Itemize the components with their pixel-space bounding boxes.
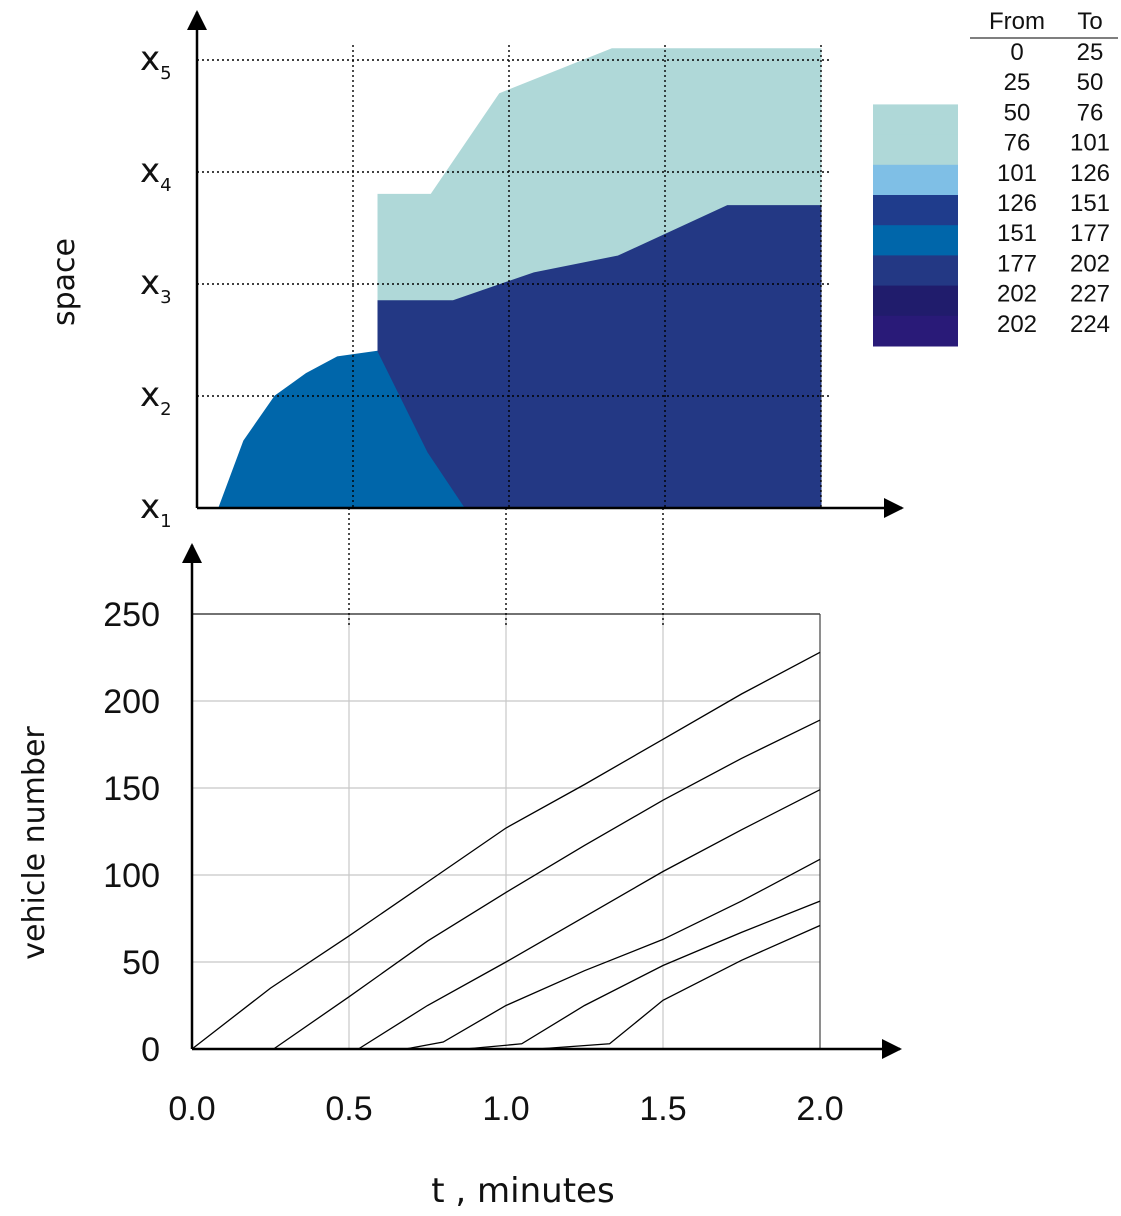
legend-from: 151: [997, 220, 1037, 247]
legend-to: 202: [1070, 250, 1110, 277]
legend-to: 101: [1070, 130, 1110, 157]
legend-swatch: [873, 285, 958, 317]
vehicle-tick-label: 200: [103, 683, 160, 721]
legend-to: 126: [1070, 160, 1110, 187]
legend-to: 227: [1070, 281, 1110, 308]
legend-from: 25: [1004, 69, 1031, 96]
time-axis-label: t , minutes: [431, 1171, 614, 1211]
space-tick-label: x3: [140, 263, 172, 308]
legend-swatch: [873, 255, 958, 287]
legend-from: 202: [997, 311, 1037, 338]
legend-from: 177: [997, 250, 1037, 277]
heatmap-regions: [218, 48, 822, 509]
time-tick-label: 2.0: [796, 1090, 843, 1128]
vehicle-ticks: 0 50 100 150 200 250: [103, 596, 160, 1069]
vehicle-curve-6: [537, 924, 821, 1050]
legend-to: 151: [1070, 190, 1110, 217]
space-tick-label: x5: [140, 39, 172, 84]
vehicle-panel: 0 50 100 150 200 250 0.0 0.5 1.0 1.5 2.0 vehicle …: [17, 508, 902, 1211]
legend-from: 50: [1004, 99, 1031, 126]
space-time-panel: x1 x2 x3 x4 x5 space: [47, 10, 904, 532]
legend-from: 0: [1010, 39, 1023, 66]
vehicle-axis-label: vehicle number: [17, 726, 52, 960]
legend-swatch: [873, 315, 958, 347]
vehicle-curve-2: [273, 719, 821, 1050]
time-tick-label: 1.0: [482, 1090, 529, 1128]
legend-to: 76: [1077, 99, 1104, 126]
legend-header-to: To: [1077, 8, 1102, 35]
legend-to: 177: [1070, 220, 1110, 247]
bottom-grid: [192, 508, 821, 1049]
legend: From To 0 25 25 50 50 76 76 101 101 126 126 151 151 1…: [873, 8, 1118, 347]
space-tick-label: x4: [140, 151, 172, 196]
legend-swatch: [873, 164, 958, 196]
legend-to: 224: [1070, 311, 1110, 338]
legend-to: 50: [1077, 69, 1104, 96]
legend-swatch: [873, 104, 958, 136]
legend-rows: 0 25 25 50 50 76 76 101 101 126 126 151 151 177 177 202…: [873, 39, 1110, 347]
vehicle-tick-label: 250: [103, 596, 160, 634]
vehicle-curve-5: [465, 900, 821, 1050]
space-tick-label: x1: [140, 487, 172, 532]
legend-header-from: From: [989, 8, 1045, 35]
legend-from: 126: [997, 190, 1037, 217]
vehicle-curve-4: [405, 858, 821, 1050]
legend-to: 25: [1077, 39, 1104, 66]
vehicle-tick-label: 150: [103, 770, 160, 808]
vehicle-curve-1: [191, 651, 821, 1050]
cumulative-curves: [191, 651, 821, 1050]
legend-from: 76: [1004, 130, 1031, 157]
legend-swatch: [873, 195, 958, 226]
time-tick-label: 0.0: [168, 1090, 215, 1128]
space-tick-label: x2: [140, 375, 172, 420]
space-ticks: x1 x2 x3 x4 x5: [140, 39, 172, 532]
legend-swatch: [873, 225, 958, 256]
time-tick-label: 1.5: [639, 1090, 686, 1128]
space-axis-label: space: [47, 238, 82, 326]
top-grid: [197, 45, 832, 508]
vehicle-tick-label: 0: [141, 1031, 160, 1069]
time-ticks: 0.0 0.5 1.0 1.5 2.0: [168, 1090, 843, 1128]
legend-from: 202: [997, 281, 1037, 308]
vehicle-tick-label: 50: [122, 944, 160, 982]
legend-from: 101: [997, 160, 1037, 187]
time-tick-label: 0.5: [325, 1090, 372, 1128]
legend-swatch: [873, 134, 958, 166]
vehicle-curve-3: [358, 789, 821, 1050]
vehicle-tick-label: 100: [103, 857, 160, 895]
